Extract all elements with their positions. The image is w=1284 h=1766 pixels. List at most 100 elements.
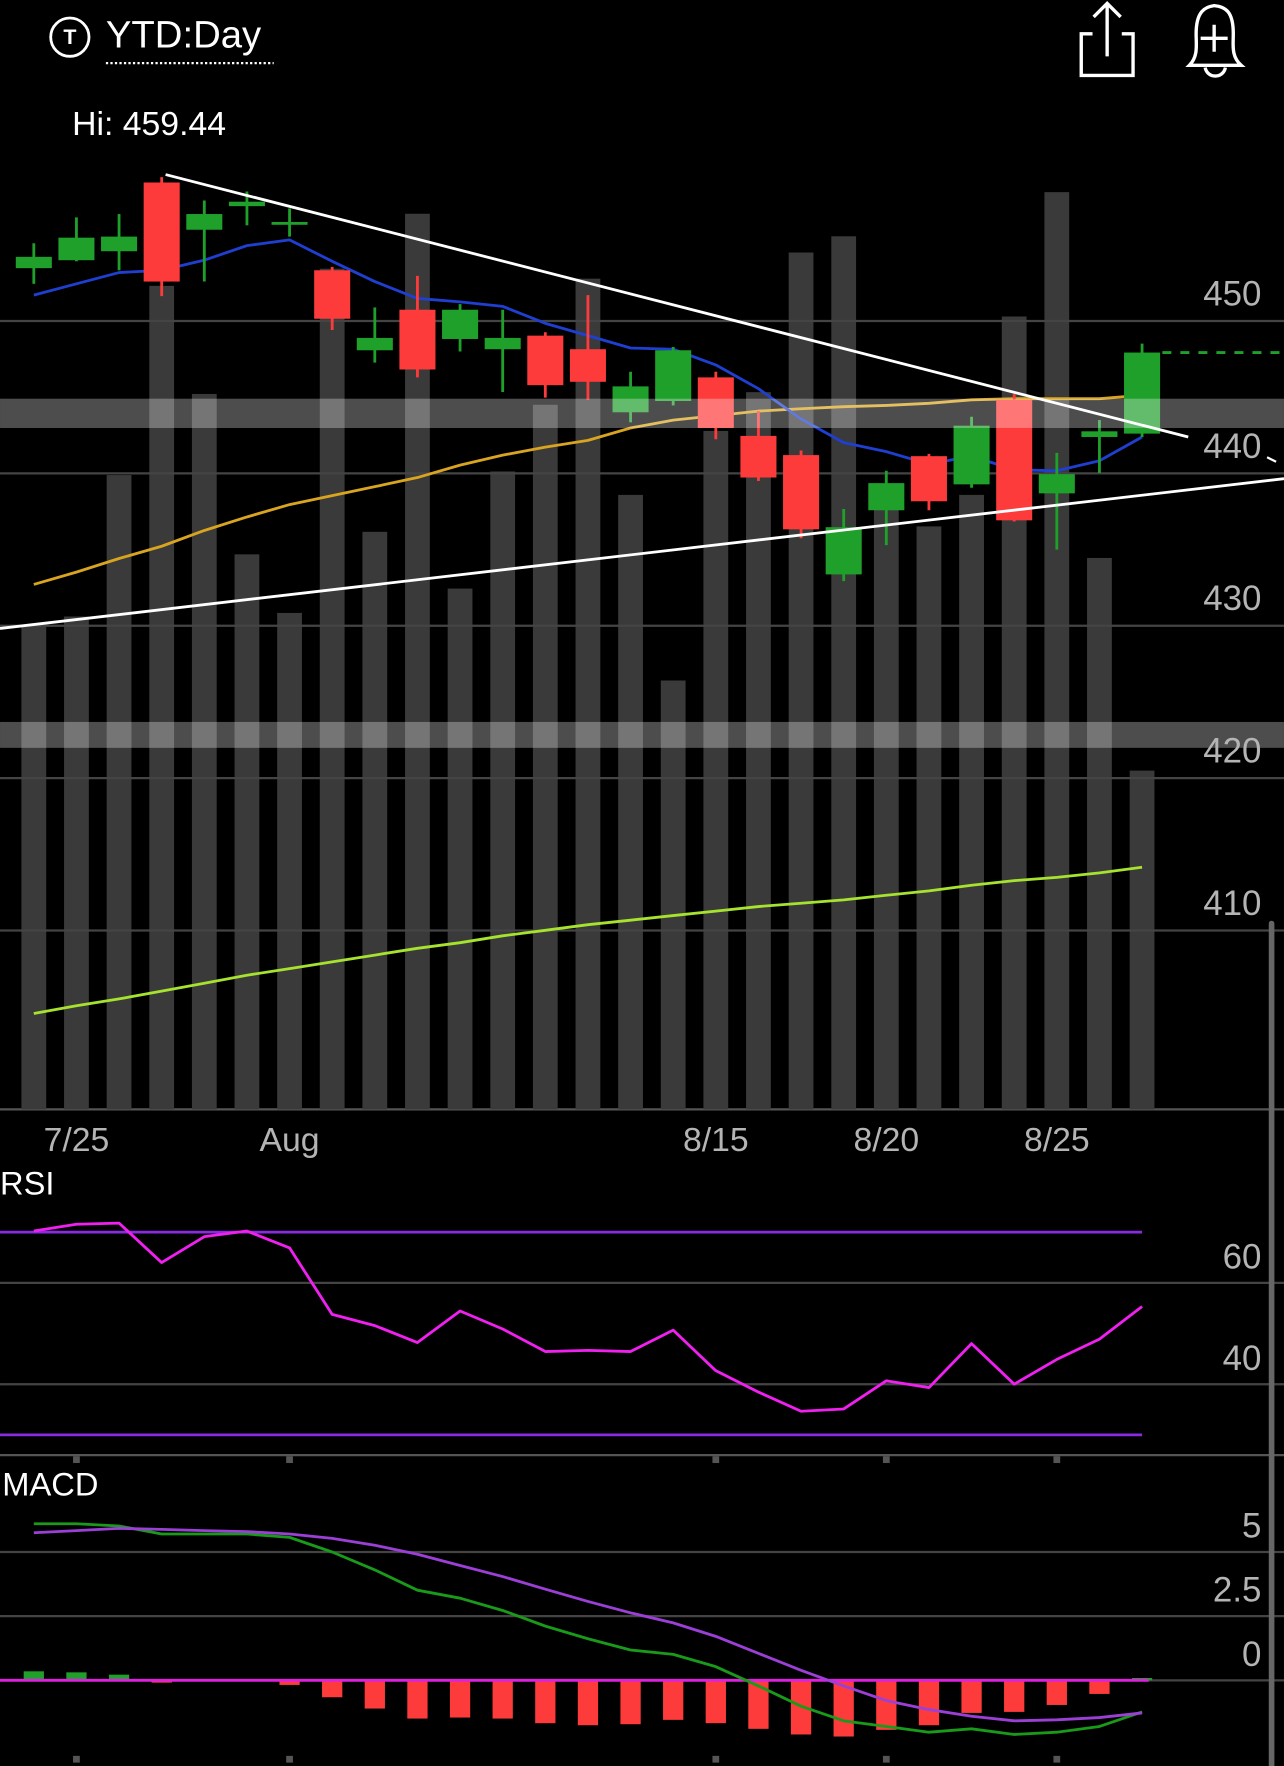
volume-bar xyxy=(149,285,175,1110)
volume-bar xyxy=(191,393,217,1110)
volume-bar xyxy=(873,494,899,1110)
x-tick-label: Aug xyxy=(260,1121,320,1159)
y-tick-label: 420 xyxy=(1203,732,1261,771)
histogram-bar xyxy=(23,1671,44,1681)
histogram-bar xyxy=(705,1680,726,1724)
candle-body xyxy=(484,337,521,350)
range-button[interactable]: T YTD:Day xyxy=(49,13,274,65)
candle-body xyxy=(186,214,223,230)
candle-body xyxy=(1081,431,1118,437)
histogram-bar xyxy=(449,1680,471,1718)
range-icon-letter: T xyxy=(63,25,76,49)
histogram-bar xyxy=(918,1680,940,1726)
volume-bar xyxy=(234,554,260,1110)
candle-body xyxy=(868,483,905,511)
zone-band xyxy=(0,398,1284,428)
volume-bar xyxy=(660,680,686,1110)
line-series xyxy=(33,1221,1143,1413)
histogram-bar xyxy=(108,1674,130,1681)
bell-clapper xyxy=(1203,66,1228,78)
y-tick-label: 40 xyxy=(1223,1339,1262,1378)
histogram-bar xyxy=(66,1672,87,1681)
y-tick-label: 410 xyxy=(1203,884,1261,923)
plot-area xyxy=(0,177,1284,1763)
x-tick xyxy=(882,1456,890,1464)
volume-bar xyxy=(21,625,47,1110)
line-series xyxy=(33,1526,1143,1723)
candle-body xyxy=(271,221,308,225)
x-tick xyxy=(73,1456,80,1464)
volume-bar xyxy=(319,268,345,1110)
volume-bar xyxy=(788,252,814,1110)
histogram-bar xyxy=(1089,1680,1110,1694)
x-tick xyxy=(1053,1456,1061,1464)
line-series xyxy=(33,865,1143,1015)
volume-bar xyxy=(746,392,771,1110)
alert-button[interactable] xyxy=(1185,3,1246,78)
histogram-bar xyxy=(279,1680,300,1685)
volume-bar xyxy=(831,236,857,1110)
histogram-bar xyxy=(663,1680,684,1720)
candle-body xyxy=(1124,352,1161,434)
candle-body xyxy=(314,270,351,319)
histogram-bar xyxy=(1004,1680,1025,1712)
candle-body xyxy=(825,527,862,575)
histogram-bar xyxy=(322,1680,343,1698)
bell-plus xyxy=(1200,24,1228,52)
volume-bar xyxy=(575,278,601,1110)
x-tick xyxy=(712,1755,720,1763)
histogram-bar xyxy=(961,1680,982,1713)
candle-body xyxy=(527,335,564,386)
x-tick-label: 8/25 xyxy=(1024,1121,1090,1159)
candle-body xyxy=(783,455,820,530)
volume-bar xyxy=(490,471,516,1110)
volume-bar xyxy=(64,616,89,1110)
y-tick-label: 440 xyxy=(1203,427,1261,466)
high-label: Hi: 459.44 xyxy=(72,105,226,143)
candle-body xyxy=(697,377,734,428)
y-tick-label: 5 xyxy=(1242,1507,1261,1546)
candle-body xyxy=(1038,474,1075,494)
volume-bar xyxy=(959,494,984,1110)
trend-line xyxy=(0,477,1284,630)
volume-bar xyxy=(532,404,558,1110)
candle-body xyxy=(15,256,52,269)
line-series xyxy=(33,393,1143,586)
x-tick xyxy=(712,1456,720,1464)
candle-body xyxy=(569,349,606,382)
histogram-bar xyxy=(535,1680,556,1724)
panel-title: RSI xyxy=(0,1165,54,1202)
candle-body xyxy=(399,309,436,370)
share-box xyxy=(1079,32,1135,78)
candle-body xyxy=(143,182,180,282)
trend-line xyxy=(165,173,1189,439)
line-series xyxy=(33,1522,1143,1736)
candle-body xyxy=(442,309,479,339)
range-icon xyxy=(49,16,91,58)
histogram-bar xyxy=(407,1680,428,1719)
histogram-bar xyxy=(364,1680,385,1709)
zone-band xyxy=(0,721,1284,748)
histogram-bar xyxy=(748,1680,769,1729)
x-tick xyxy=(286,1755,293,1763)
candle-body xyxy=(910,456,947,502)
candle-body xyxy=(740,435,777,478)
candle-body xyxy=(655,350,692,402)
candle-body xyxy=(58,237,95,261)
y-tick-label: 430 xyxy=(1203,579,1261,618)
y-tick-label: 60 xyxy=(1223,1237,1262,1276)
volume-bar xyxy=(277,612,302,1110)
axis-labels: 410 420 430 440 450 7/25 Aug 8/15 8/20 8/25 RSI 40 6… xyxy=(0,274,1261,1673)
x-tick-label: 7/25 xyxy=(44,1121,110,1159)
share-button[interactable] xyxy=(1079,0,1135,78)
volume-bar xyxy=(106,475,132,1110)
volume-bar xyxy=(362,531,388,1110)
share-arrow xyxy=(1092,0,1122,57)
histogram-bar xyxy=(492,1680,513,1719)
x-tick xyxy=(882,1755,890,1763)
volume-bar xyxy=(703,430,729,1110)
range-label: YTD:Day xyxy=(106,13,262,56)
volume-bar xyxy=(916,526,942,1110)
trend-line-end xyxy=(1266,456,1277,463)
